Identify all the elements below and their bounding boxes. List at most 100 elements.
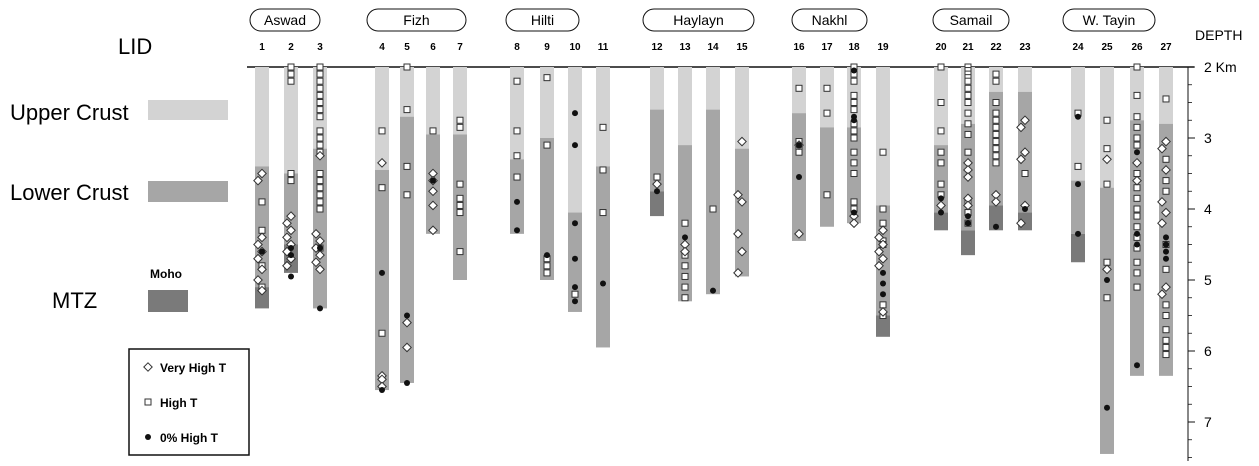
high-t-marker: [879, 148, 887, 156]
high-t-marker: [992, 70, 1000, 78]
very-high-t-marker: [1020, 147, 1030, 158]
column-number: 25: [1101, 42, 1113, 53]
very-high-t-marker: [1161, 136, 1171, 147]
upper-crust-segment: [426, 67, 440, 135]
zero-high-t-marker: [379, 387, 385, 394]
zero-high-t-marker: [880, 291, 886, 298]
upper-crust-segment: [650, 67, 664, 110]
zero-high-t-marker: [317, 245, 323, 252]
very-high-t-marker: [878, 225, 888, 236]
very-high-t-marker: [963, 200, 973, 211]
high-t-marker: [850, 106, 858, 114]
high-t-marker: [316, 106, 324, 114]
high-t-marker: [992, 145, 1000, 153]
very-high-t-marker: [849, 218, 859, 229]
lower-crust-segment: [596, 166, 610, 348]
column-number: 8: [514, 42, 520, 53]
zero-high-t-marker: [544, 252, 550, 259]
very-high-t-marker: [1161, 207, 1171, 218]
high-t-marker: [850, 99, 858, 106]
high-t-marker: [429, 127, 437, 135]
legend-dot-icon: [145, 434, 151, 440]
zero-high-t-marker: [572, 284, 578, 291]
zero-high-t-marker: [1104, 404, 1110, 411]
layer-label: MTZ: [52, 288, 97, 313]
high-t-marker: [879, 205, 887, 213]
zero-high-t-marker: [514, 198, 520, 205]
high-t-marker: [316, 177, 324, 185]
column-number: 2: [288, 42, 294, 53]
legend-label: Very High T: [160, 361, 227, 375]
high-t-marker: [681, 294, 689, 302]
high-t-marker: [937, 99, 945, 106]
high-t-marker: [456, 194, 464, 202]
legend-label: 0% High T: [160, 431, 219, 445]
very-high-t-marker: [874, 232, 884, 243]
very-high-t-marker: [874, 246, 884, 257]
high-t-marker: [992, 130, 1000, 138]
lower-crust-segment: [400, 116, 414, 383]
zero-high-t-marker: [965, 220, 971, 227]
zero-high-t-marker: [654, 188, 660, 195]
group-header-box: [1062, 8, 1156, 32]
very-high-t-marker: [257, 285, 267, 296]
very-high-t-marker: [282, 218, 292, 229]
high-t-marker: [1162, 326, 1170, 334]
very-high-t-marker: [794, 228, 804, 239]
column-number: 5: [404, 42, 410, 53]
upper-crust-segment: [284, 67, 298, 174]
upper-crust-segment: [876, 67, 890, 206]
high-t-marker: [1162, 312, 1170, 319]
upper-crust-segment: [400, 67, 414, 117]
very-high-t-marker: [963, 172, 973, 182]
very-high-t-marker: [878, 307, 888, 317]
very-high-t-marker: [1132, 157, 1142, 168]
very-high-t-marker: [428, 186, 438, 197]
very-high-t-marker: [257, 232, 267, 243]
high-t-marker: [823, 84, 831, 92]
very-high-t-marker: [737, 136, 747, 147]
column-number: 12: [651, 42, 663, 53]
zero-high-t-marker: [796, 142, 802, 149]
high-t-marker: [992, 152, 1000, 160]
group-label: W. Tayin: [1083, 12, 1136, 28]
very-high-t-marker: [878, 239, 888, 250]
zero-high-t-marker: [796, 174, 802, 181]
depth-tick-label: 4: [1204, 201, 1212, 217]
layer-swatch: [148, 100, 228, 120]
mtz-segment: [961, 230, 975, 256]
very-high-t-marker: [377, 157, 387, 168]
high-t-marker: [1162, 301, 1170, 309]
group-header-box: [249, 8, 321, 32]
high-t-marker: [543, 74, 551, 82]
zero-high-t-marker: [1104, 277, 1110, 283]
high-t-marker: [287, 63, 295, 71]
high-t-marker: [1162, 177, 1170, 185]
lower-crust-segment: [735, 148, 749, 277]
high-t-marker: [964, 91, 972, 99]
lower-crust-segment: [706, 109, 720, 295]
high-t-marker: [1103, 294, 1111, 302]
high-t-marker: [964, 84, 972, 92]
depth-tick-label: 6: [1204, 343, 1212, 359]
zero-high-t-marker: [1134, 230, 1140, 237]
zero-high-t-marker: [1075, 230, 1081, 237]
high-t-marker: [316, 70, 324, 78]
high-t-marker: [456, 123, 464, 131]
high-t-marker: [403, 106, 411, 114]
column-number: 1: [259, 42, 265, 53]
high-t-marker: [964, 109, 972, 117]
very-high-t-marker: [1157, 143, 1167, 154]
zero-high-t-marker: [880, 269, 886, 276]
zero-high-t-marker: [379, 269, 385, 276]
upper-crust-segment: [540, 67, 554, 138]
zero-high-t-marker: [1075, 113, 1081, 120]
high-t-marker: [1133, 269, 1141, 277]
high-t-marker: [992, 123, 1000, 131]
high-t-marker: [378, 184, 386, 192]
very-high-t-marker: [878, 253, 888, 264]
very-high-t-marker: [1016, 122, 1026, 133]
zero-high-t-marker: [851, 209, 857, 216]
very-high-t-marker: [311, 228, 321, 239]
high-t-marker: [513, 127, 521, 135]
